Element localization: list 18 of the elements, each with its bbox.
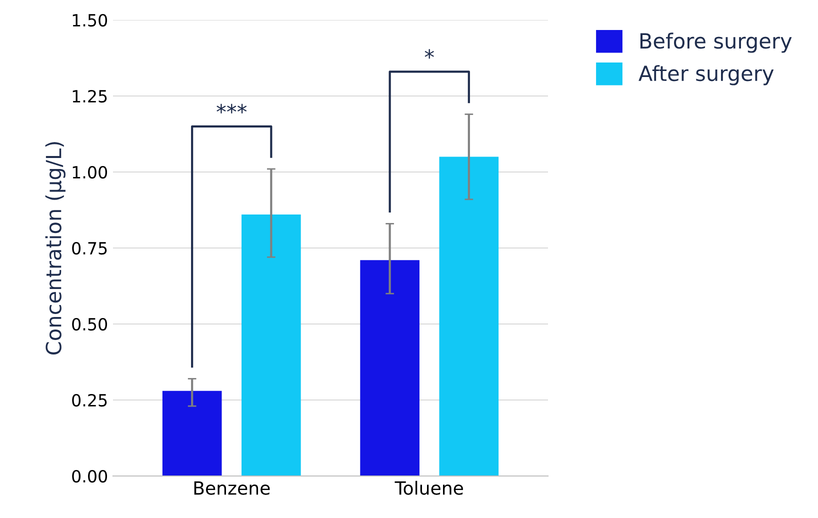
y-tick-label: 1.50: [72, 14, 108, 27]
annotation: ***: [216, 104, 247, 114]
y-tick-label: 0.00: [72, 470, 108, 483]
legend-label: After surgery: [638, 65, 774, 86]
bar: [162, 390, 222, 476]
x-tick-label: Toluene: [394, 480, 463, 495]
x-tick-label: Benzene: [194, 481, 270, 495]
bar: [360, 260, 420, 476]
y-tick-label: 0.25: [72, 394, 107, 407]
y-tick-label: 1.00: [72, 166, 108, 179]
annotation: *: [424, 49, 434, 59]
y-tick-label: 0.50: [72, 318, 108, 331]
y-tick-label: 1.25: [72, 90, 107, 103]
bar: [439, 156, 499, 476]
bar: [242, 214, 301, 476]
y-axis-title: Concentration (µg/L): [45, 142, 66, 355]
y-tick-label: 0.75: [72, 242, 107, 255]
legend-label: Before surgery: [640, 32, 792, 53]
